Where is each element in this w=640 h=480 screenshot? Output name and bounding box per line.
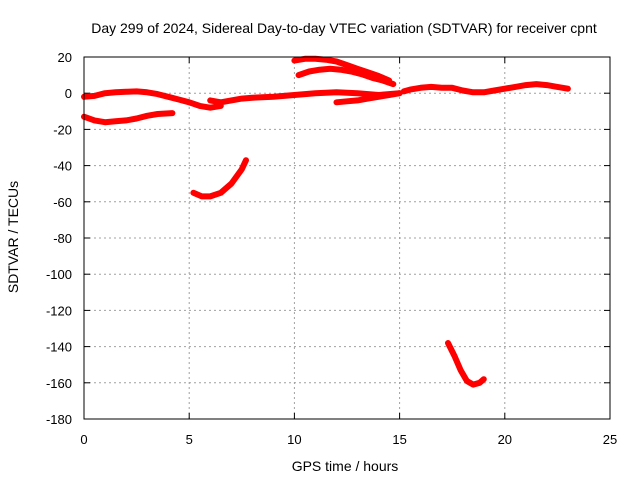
y-tick-label: -60 xyxy=(53,195,72,210)
series-track-c xyxy=(190,157,249,200)
y-tick-label: -160 xyxy=(46,376,72,391)
series-track-d xyxy=(207,89,403,106)
y-tick-label: 0 xyxy=(65,86,72,101)
y-tick-label: -180 xyxy=(46,412,72,427)
x-tick-label: 20 xyxy=(498,432,512,447)
x-tick-label: 15 xyxy=(392,432,406,447)
grid-layer xyxy=(84,57,610,419)
y-tick-label: -80 xyxy=(53,231,72,246)
y-axis-label: SDTVAR / TECUs xyxy=(5,181,21,293)
y-tick-label: -40 xyxy=(53,159,72,174)
series-track-i xyxy=(445,340,487,388)
x-tick-label: 25 xyxy=(603,432,617,447)
series-track-g xyxy=(333,90,403,106)
y-tick-label: -140 xyxy=(46,340,72,355)
tick-label-layer: 20 0 -20 -40 -60 -80 -100 -120 -140 -160 -180 0 5 10 1… xyxy=(46,50,617,447)
series-track-h xyxy=(400,81,571,96)
x-tick-label: 0 xyxy=(80,432,87,447)
x-tick-label: 5 xyxy=(186,432,193,447)
y-tick-label: -20 xyxy=(53,122,72,137)
y-tick-label: -100 xyxy=(46,267,72,282)
series-layer xyxy=(81,55,571,388)
series-track-f xyxy=(295,65,397,88)
plot-frame xyxy=(83,56,611,420)
tick-layer xyxy=(83,56,611,420)
series-track-a xyxy=(81,88,224,111)
chart-title: Day 299 of 2024, Sidereal Day-to-day VTE… xyxy=(91,20,597,36)
series-track-b xyxy=(81,110,176,126)
x-tick-label: 10 xyxy=(287,432,301,447)
y-tick-label: 20 xyxy=(58,50,72,65)
x-axis-label: GPS time / hours xyxy=(292,458,399,474)
y-tick-label: -120 xyxy=(46,303,72,318)
series-track-e xyxy=(291,55,393,84)
